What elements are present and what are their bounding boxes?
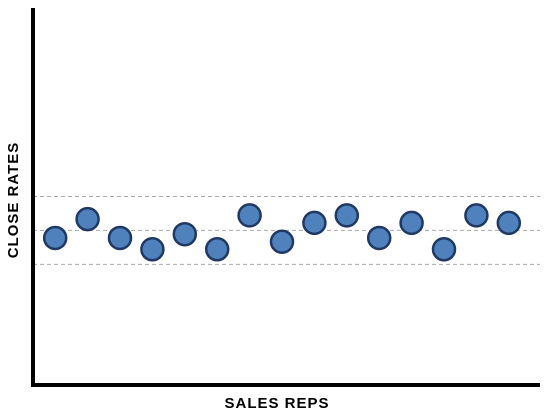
data-point — [204, 237, 230, 262]
y-axis-label: CLOSE RATES — [5, 142, 22, 259]
data-point — [140, 237, 165, 262]
data-point — [464, 203, 489, 228]
data-point — [496, 210, 522, 236]
data-point — [334, 203, 360, 228]
data-point — [75, 206, 100, 232]
x-axis-label: SALES REPS — [224, 395, 329, 412]
data-point — [172, 221, 198, 247]
data-point — [431, 237, 457, 262]
data-point — [399, 210, 424, 236]
data-point — [269, 229, 295, 254]
data-point — [42, 225, 68, 251]
data-point — [107, 225, 133, 251]
data-point — [302, 210, 327, 236]
data-point — [237, 203, 262, 228]
data-point — [366, 225, 392, 251]
